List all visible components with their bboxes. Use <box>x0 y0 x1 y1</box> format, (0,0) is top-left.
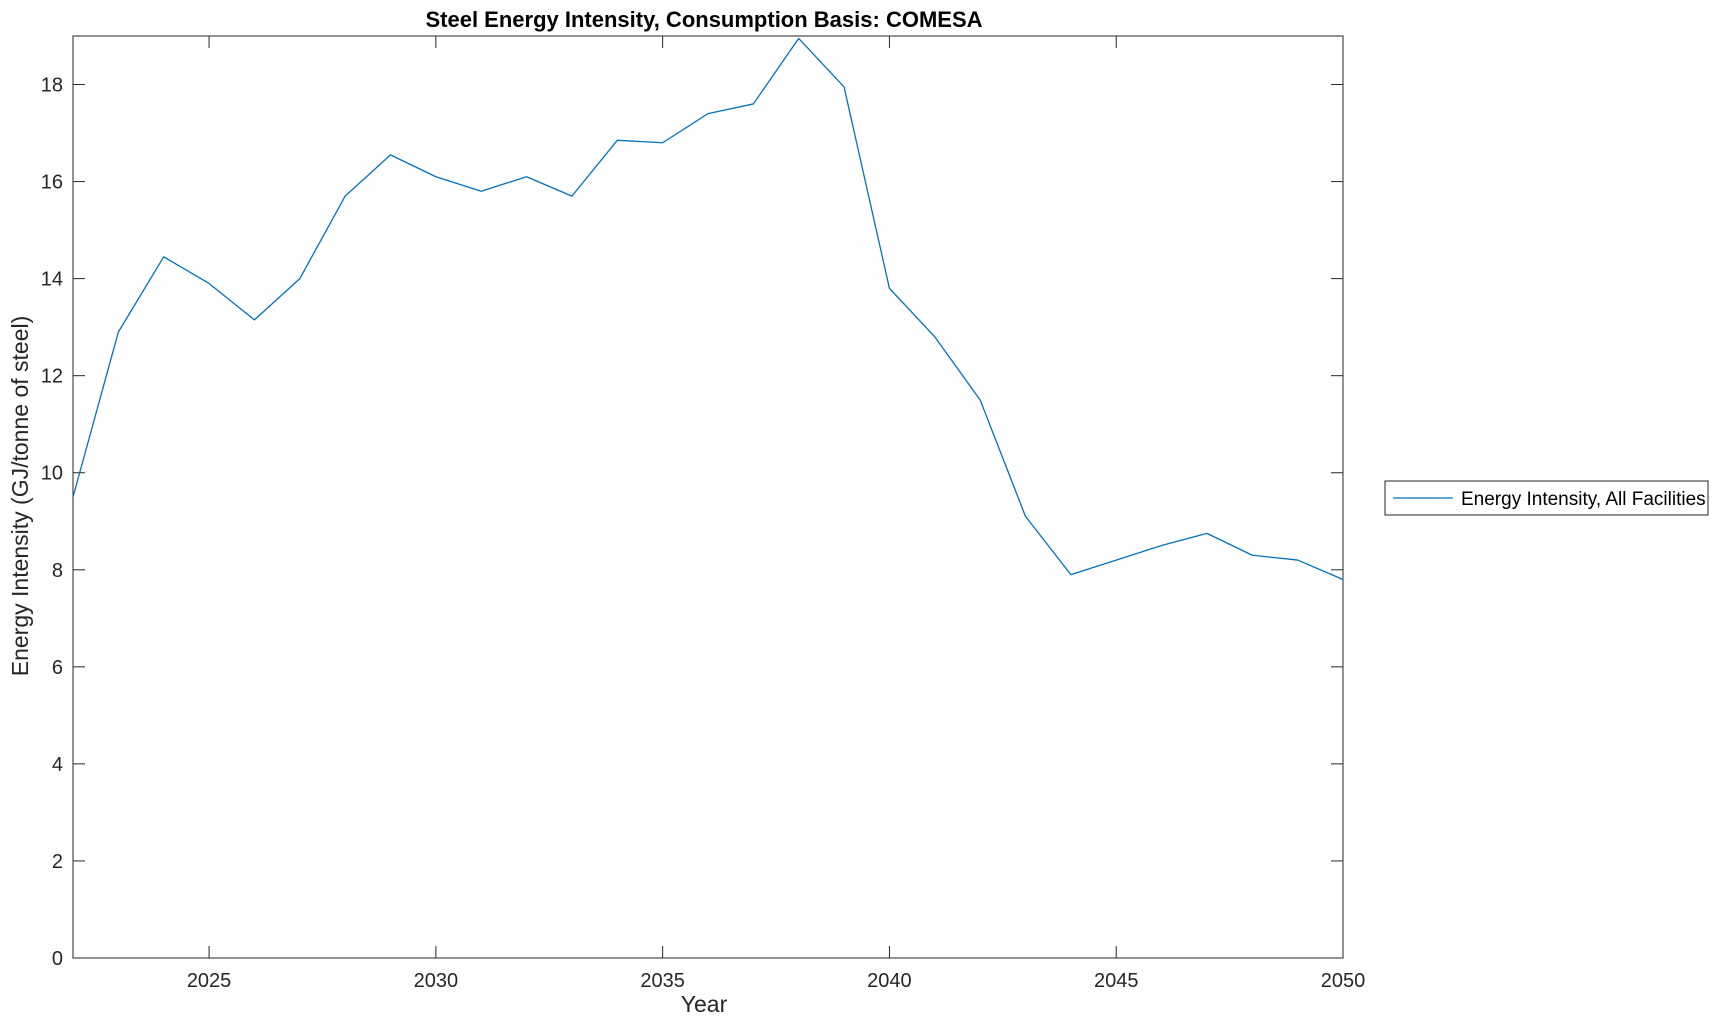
y-tick-label: 12 <box>41 366 63 388</box>
plot-area: 2025 2030 2035 2040 2045 2050 0 2 4 6 8 10 12 14 16 18 <box>41 35 1366 992</box>
y-tick-label: 10 <box>41 463 63 485</box>
y-tick-label: 0 <box>52 948 63 970</box>
y-axis-label: Energy Intensity (GJ/tonne of steel) <box>7 316 33 677</box>
y-tick-label: 16 <box>41 172 63 194</box>
plot-frame <box>72 35 1344 959</box>
chart-title: Steel Energy Intensity, Consumption Basi… <box>425 7 982 32</box>
x-tick-label: 2030 <box>414 970 459 992</box>
y-tick-label: 6 <box>52 657 63 679</box>
legend-entry-label: Energy Intensity, All Facilities <box>1461 489 1706 510</box>
y-tick-label: 14 <box>41 269 63 291</box>
legend: Energy Intensity, All Facilities <box>1384 480 1709 516</box>
x-tick-label: 2040 <box>867 970 912 992</box>
y-tick-label: 4 <box>52 754 63 776</box>
x-tick-label: 2045 <box>1094 970 1139 992</box>
x-axis-label: Year <box>681 991 728 1017</box>
y-tick-label: 18 <box>41 75 63 97</box>
y-tick-label: 2 <box>52 851 63 873</box>
x-tick-label: 2050 <box>1321 970 1366 992</box>
y-tick-label: 8 <box>52 560 63 582</box>
x-tick-label: 2035 <box>640 970 685 992</box>
series-line-0 <box>72 37 1344 581</box>
x-tick-label: 2025 <box>187 970 232 992</box>
